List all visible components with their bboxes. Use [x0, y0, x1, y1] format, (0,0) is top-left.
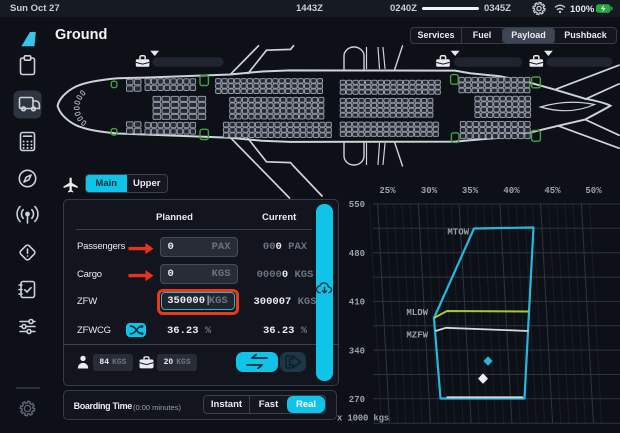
svg-text:50%: 50%: [585, 186, 602, 196]
svg-text:40%: 40%: [503, 186, 520, 196]
svg-text:MLDW: MLDW: [406, 308, 428, 318]
svg-text:410: 410: [349, 298, 365, 308]
svg-text:270: 270: [349, 395, 365, 405]
svg-text:25%: 25%: [379, 186, 396, 196]
svg-text:MZFW: MZFW: [406, 331, 428, 341]
svg-text:45%: 45%: [544, 186, 561, 196]
svg-text:550: 550: [349, 200, 365, 210]
svg-text:480: 480: [349, 249, 365, 259]
svg-text:MTOW: MTOW: [447, 228, 469, 238]
svg-text:100%: 100%: [570, 4, 595, 15]
svg-text:35%: 35%: [462, 186, 479, 196]
svg-text:30%: 30%: [421, 186, 438, 196]
svg-text:x 1000 kgs: x 1000 kgs: [337, 414, 389, 424]
svg-text:340: 340: [349, 346, 365, 356]
